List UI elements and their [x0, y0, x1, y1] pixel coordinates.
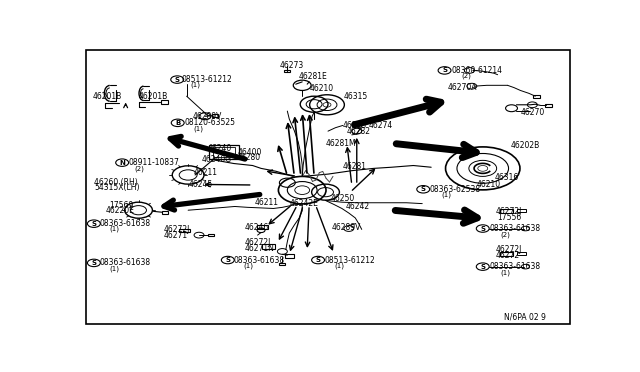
- Text: (1): (1): [110, 226, 120, 232]
- Text: 46260 (RH): 46260 (RH): [94, 178, 138, 187]
- Text: 46242E: 46242E: [289, 199, 318, 208]
- Text: 08363-61638: 08363-61638: [234, 256, 285, 264]
- Text: 46245: 46245: [188, 180, 212, 189]
- Text: S: S: [225, 257, 230, 263]
- Text: 46201B: 46201B: [138, 92, 168, 101]
- Bar: [262, 244, 275, 249]
- Text: 46246: 46246: [244, 224, 269, 232]
- Text: S: S: [480, 264, 485, 270]
- Text: 17569: 17569: [109, 201, 133, 210]
- Text: 46272J: 46272J: [244, 238, 271, 247]
- Text: 46210: 46210: [309, 84, 333, 93]
- Bar: [533, 95, 540, 99]
- Text: B: B: [175, 120, 180, 126]
- Text: S: S: [442, 67, 447, 73]
- Bar: [517, 209, 526, 212]
- Text: S: S: [92, 221, 97, 227]
- Text: 08363-61638: 08363-61638: [100, 259, 151, 267]
- Text: 46272J: 46272J: [163, 225, 189, 234]
- Text: (1): (1): [334, 263, 344, 269]
- Text: 08363-61638: 08363-61638: [100, 219, 151, 228]
- Text: 46202B: 46202B: [511, 141, 540, 150]
- Bar: [500, 251, 513, 256]
- Text: 08363-62538: 08363-62538: [429, 185, 481, 194]
- Bar: [209, 145, 239, 159]
- Text: 46271: 46271: [163, 231, 188, 240]
- Text: (1): (1): [500, 269, 511, 276]
- Text: 08363-61638: 08363-61638: [489, 262, 540, 271]
- Text: 46274: 46274: [369, 121, 393, 130]
- Text: (1): (1): [193, 125, 203, 132]
- Text: (2): (2): [134, 165, 145, 171]
- Text: S: S: [92, 260, 97, 266]
- Text: 46281E: 46281E: [298, 72, 327, 81]
- Text: 46270: 46270: [520, 108, 545, 117]
- Text: 08513-61212: 08513-61212: [324, 256, 375, 264]
- Text: 46240: 46240: [208, 144, 232, 153]
- Text: S: S: [316, 257, 321, 263]
- Bar: [163, 211, 168, 214]
- Text: 46201B: 46201B: [92, 92, 122, 101]
- Bar: [212, 147, 235, 157]
- Bar: [161, 100, 168, 104]
- Text: S: S: [420, 186, 426, 192]
- Text: 46211: 46211: [194, 169, 218, 177]
- Text: 46289V: 46289V: [332, 223, 362, 232]
- Text: (1): (1): [441, 192, 451, 198]
- Bar: [517, 252, 526, 256]
- Text: 46282: 46282: [347, 126, 371, 136]
- Bar: [284, 70, 291, 72]
- Text: 46250: 46250: [331, 194, 355, 203]
- Text: 46271N: 46271N: [244, 244, 275, 253]
- Bar: [208, 234, 214, 236]
- Bar: [500, 209, 513, 213]
- Text: 46316: 46316: [494, 173, 518, 182]
- Text: 46313: 46313: [343, 121, 367, 130]
- Text: S: S: [480, 225, 485, 231]
- Text: 46270A: 46270A: [448, 83, 477, 92]
- Bar: [257, 225, 268, 230]
- Text: S: S: [175, 77, 180, 83]
- Text: 46272J: 46272J: [495, 245, 522, 254]
- Text: 46210: 46210: [477, 180, 501, 189]
- Text: 08363-61638: 08363-61638: [489, 224, 540, 233]
- Text: (1): (1): [190, 81, 200, 88]
- Text: 46281M: 46281M: [326, 139, 356, 148]
- Bar: [280, 263, 285, 265]
- Text: 46272: 46272: [495, 251, 520, 260]
- Bar: [179, 228, 189, 232]
- Text: 46220E: 46220E: [106, 206, 134, 215]
- Text: 08911-10837: 08911-10837: [129, 158, 179, 167]
- Text: 46315: 46315: [344, 92, 368, 101]
- Text: 54315X(LH): 54315X(LH): [94, 183, 140, 192]
- Text: 46289V: 46289V: [193, 112, 223, 121]
- Text: 46242: 46242: [346, 202, 369, 211]
- Text: 08120-63525: 08120-63525: [184, 118, 235, 127]
- Text: 46272J: 46272J: [495, 207, 522, 216]
- Text: (1): (1): [244, 263, 253, 269]
- Bar: [545, 104, 552, 107]
- Text: 17556: 17556: [498, 212, 522, 222]
- Text: (1): (1): [110, 265, 120, 272]
- Bar: [212, 114, 218, 117]
- Text: 46273: 46273: [280, 61, 303, 70]
- Text: N: N: [119, 160, 125, 166]
- Text: 08513-61212: 08513-61212: [182, 75, 232, 84]
- Text: N/6PA 02 9: N/6PA 02 9: [504, 313, 546, 322]
- Text: 46280: 46280: [236, 153, 260, 162]
- Text: (2): (2): [461, 72, 471, 79]
- Text: 46240G: 46240G: [202, 155, 232, 164]
- Text: 46281: 46281: [343, 162, 367, 171]
- Text: 46400: 46400: [237, 148, 262, 157]
- Text: 46211: 46211: [255, 198, 278, 207]
- Bar: [285, 254, 294, 258]
- Text: 08360-61214: 08360-61214: [451, 66, 502, 75]
- Text: (2): (2): [500, 231, 511, 237]
